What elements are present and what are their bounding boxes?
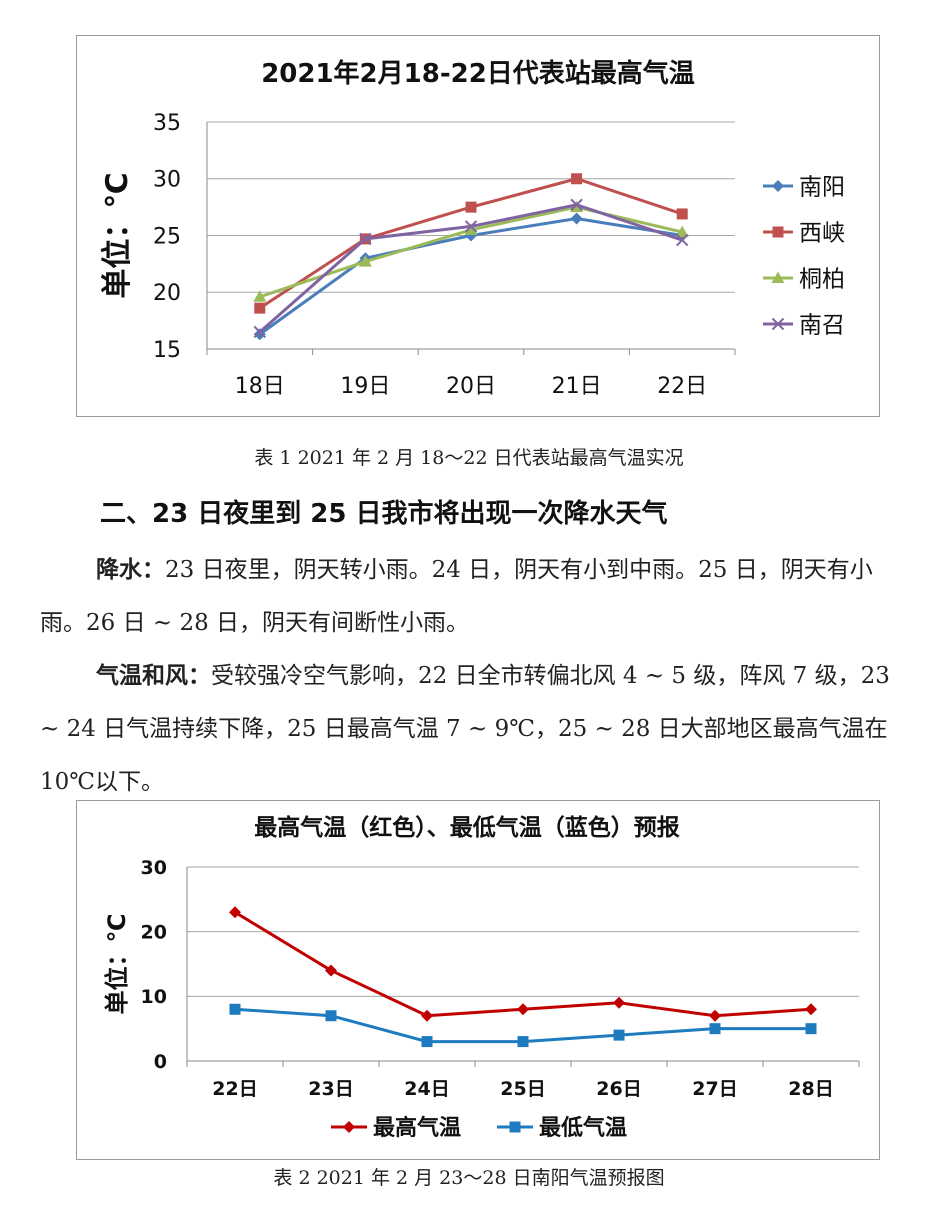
chart2-series-0-point xyxy=(325,964,337,977)
chart1-x-tick-label: 19日 xyxy=(340,374,390,399)
chart2-legend-marker-1 xyxy=(509,1121,521,1133)
chart2-series-0-point xyxy=(517,1003,529,1016)
chart1-x-tick-label: 18日 xyxy=(235,374,285,399)
chart1-y-axis-label: 单位：℃ xyxy=(100,172,135,298)
chart2-series-0 xyxy=(229,906,817,1022)
chart1-legend-item-2: 桐柏 xyxy=(763,266,845,292)
chart2-legend-label-0: 最高气温 xyxy=(373,1115,461,1141)
chart1-legend-item-0: 南阳 xyxy=(763,174,845,200)
chart1-series-3-point-stroke-b xyxy=(253,325,267,339)
chart2-title: 最高气温（红色）、最低气温（蓝色）预报 xyxy=(254,814,680,841)
chart1-legend-label-3: 南召 xyxy=(799,312,845,338)
chart1-legend-marker-3-stroke-b xyxy=(771,317,785,331)
chart1-y-tick-label: 20 xyxy=(153,281,181,306)
chart2-canvas: 最高气温（红色）、最低气温（蓝色）预报 0 10 20 30 22日 23日 24日 25日 26… xyxy=(103,814,860,1141)
chart2-series-1-point xyxy=(517,1036,529,1048)
chart2-series-0-point xyxy=(709,1009,721,1022)
paragraph-temp-text: 受较强冷空气影响，22 日全市转偏北风 4 ~ 5 级，阵风 7 级，23 ~ … xyxy=(40,663,890,795)
chart1-legend-marker-1 xyxy=(772,226,784,238)
chart2-series-0-point xyxy=(613,996,625,1009)
paragraph-temp-wind: 气温和风：受较强冷空气影响，22 日全市转偏北风 4 ~ 5 级，阵风 7 级，… xyxy=(40,650,900,809)
chart1-legend-marker-3 xyxy=(771,317,785,331)
chart1-caption: 表 1 2021 年 2 月 18～22 日代表站最高气温实况 xyxy=(254,447,684,469)
chart-forecast-temp: 最高气温（红色）、最低气温（蓝色）预报 0 10 20 30 22日 23日 24日 25日 26… xyxy=(76,800,880,1160)
chart1-legend-label-1: 西峡 xyxy=(799,220,845,246)
chart1-y-tick-label: 30 xyxy=(153,168,181,193)
chart1-legend-label-0: 南阳 xyxy=(799,174,845,200)
chart1-series-2-line xyxy=(259,205,683,299)
chart1-series-3-point-stroke-b xyxy=(359,232,372,246)
section-heading: 二、23 日夜里到 25 日我市将出现一次降水天气 xyxy=(100,499,668,529)
chart2-x-tick-label: 28日 xyxy=(788,1078,833,1100)
chart1-y-tick-label: 15 xyxy=(153,338,181,363)
chart1-canvas: 2021年2月18-22日代表站最高气温 15 20 25 30 35 18日 19日 20日 2… xyxy=(100,58,845,399)
paragraph-rain-lead: 降水： xyxy=(96,557,165,583)
chart1-series-1-point xyxy=(676,208,688,220)
chart1-legend-item-3: 南召 xyxy=(763,312,845,338)
chart1-x-tick-label: 22日 xyxy=(657,374,707,399)
chart2-series-1-point xyxy=(805,1023,817,1035)
chart1-legend-marker-0 xyxy=(772,180,784,192)
chart1-series-3-point xyxy=(570,198,583,212)
chart2-legend-item-0: 最高气温 xyxy=(331,1115,461,1141)
chart2-legend-label-1: 最低气温 xyxy=(539,1115,627,1141)
chart2-y-axis-label: 单位：℃ xyxy=(103,913,131,1014)
chart1-series-3-point xyxy=(253,325,267,339)
chart2-y-tick-label: 10 xyxy=(141,986,167,1008)
chart2-series-1 xyxy=(229,1003,817,1048)
chart2-series-1-point xyxy=(229,1003,241,1015)
chart2-x-tick-label: 24日 xyxy=(404,1078,449,1100)
chart1-series-2-point xyxy=(675,225,689,238)
chart2-legend-marker-0 xyxy=(343,1121,355,1133)
chart2-series-0-point xyxy=(805,1003,817,1016)
chart1-series-3-point-stroke-b xyxy=(570,198,583,212)
chart1-series-3-point-stroke-b xyxy=(675,233,689,247)
chart1-series-0-point xyxy=(570,212,583,225)
chart2-legend-item-1: 最低气温 xyxy=(497,1115,627,1141)
chart1-series-3-point xyxy=(359,232,372,246)
chart2-series-0-point xyxy=(421,1009,433,1022)
chart1-title: 2021年2月18-22日代表站最高气温 xyxy=(261,58,695,89)
chart2-y-tick-label: 20 xyxy=(141,922,167,944)
chart1-legend-label-2: 桐柏 xyxy=(799,266,845,292)
chart1-legend-item-1: 西峡 xyxy=(763,220,845,246)
chart2-x-tick-label: 22日 xyxy=(212,1078,257,1100)
chart2-series-1-point xyxy=(325,1010,337,1022)
chart1-series-2-point xyxy=(253,290,267,302)
chart1-y-tick-label: 25 xyxy=(153,224,181,249)
paragraph-rain-text: 23 日夜里，阴天转小雨。24 日，阴天有小到中雨。25 日，阴天有小雨。26 … xyxy=(40,557,873,636)
chart1-series-3-point-stroke-b xyxy=(464,220,478,233)
chart1-series-3-point xyxy=(464,220,478,233)
chart1-series-3 xyxy=(253,198,689,339)
chart2-y-tick-label: 0 xyxy=(154,1051,167,1073)
chart2-x-tick-label: 23日 xyxy=(308,1078,353,1100)
chart1-series-1-point xyxy=(465,201,477,213)
paragraph-rain: 降水：23 日夜里，阴天转小雨。24 日，阴天有小到中雨。25 日，阴天有小雨。… xyxy=(40,544,900,650)
chart-daily-max-temp: 2021年2月18-22日代表站最高气温 15 20 25 30 35 18日 19日 20日 2… xyxy=(76,35,880,417)
chart1-series-2-point xyxy=(464,223,478,235)
chart2-series-1-point xyxy=(613,1029,625,1041)
chart1-x-tick-label: 21日 xyxy=(552,374,602,399)
chart1-series-1-point xyxy=(254,302,266,314)
chart1-y-tick-label: 35 xyxy=(153,111,181,136)
chart1-x-tick-label: 20日 xyxy=(446,374,496,399)
chart1-series-2 xyxy=(253,200,689,302)
chart1-series-1-point xyxy=(571,173,583,185)
chart2-y-tick-label: 30 xyxy=(141,857,167,879)
paragraph-temp-lead: 气温和风： xyxy=(96,663,211,689)
chart2-x-tick-label: 25日 xyxy=(500,1078,545,1100)
chart2-series-1-point xyxy=(421,1036,433,1048)
chart2-x-tick-label: 26日 xyxy=(596,1078,641,1100)
chart1-legend-marker-2 xyxy=(771,271,785,283)
chart1-series-3-point xyxy=(675,233,689,247)
chart2-x-tick-label: 27日 xyxy=(692,1078,737,1100)
chart1-series-2-point xyxy=(358,255,372,267)
chart2-series-0-line xyxy=(234,910,812,1018)
chart2-series-1-point xyxy=(709,1023,721,1035)
chart2-series-0-point xyxy=(229,906,241,919)
chart2-caption: 表 2 2021 年 2 月 23～28 日南阳气温预报图 xyxy=(273,1167,665,1189)
